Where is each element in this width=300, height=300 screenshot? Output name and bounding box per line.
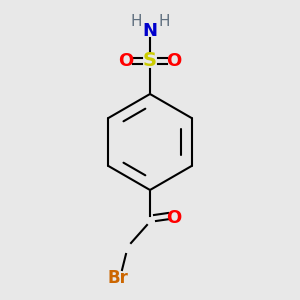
Text: N: N (142, 22, 158, 40)
Text: H: H (158, 14, 170, 29)
Text: Br: Br (108, 269, 128, 287)
Text: H: H (130, 14, 142, 29)
Text: O: O (167, 52, 182, 70)
Text: S: S (143, 52, 157, 70)
Text: O: O (118, 52, 134, 70)
Text: O: O (167, 209, 182, 227)
